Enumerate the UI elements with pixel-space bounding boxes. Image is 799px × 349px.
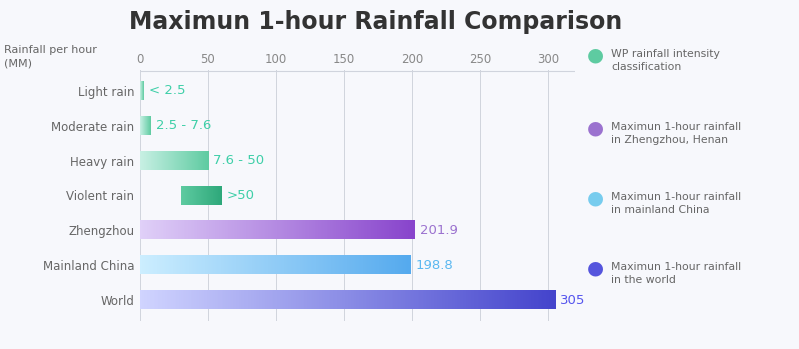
Text: ●: ●: [586, 45, 604, 64]
Text: < 2.5: < 2.5: [149, 84, 185, 97]
Text: 198.8: 198.8: [415, 259, 454, 272]
Text: ●: ●: [586, 258, 604, 277]
Text: 201.9: 201.9: [420, 224, 458, 237]
Text: 2.5 - 7.6: 2.5 - 7.6: [156, 119, 211, 132]
Text: Maximun 1-hour rainfall
in mainland China: Maximun 1-hour rainfall in mainland Chin…: [611, 192, 741, 215]
Text: WP rainfall intensity
classification: WP rainfall intensity classification: [611, 49, 720, 72]
Text: >50: >50: [227, 189, 255, 202]
Text: ●: ●: [586, 119, 604, 138]
Text: Maximun 1-hour rainfall
in Zhengzhou, Henan: Maximun 1-hour rainfall in Zhengzhou, He…: [611, 122, 741, 145]
Text: 7.6 - 50: 7.6 - 50: [213, 154, 264, 167]
Text: 305: 305: [560, 294, 586, 307]
Text: Maximun 1-hour rainfall
in the world: Maximun 1-hour rainfall in the world: [611, 262, 741, 285]
Text: Maximun 1-hour Rainfall Comparison: Maximun 1-hour Rainfall Comparison: [129, 10, 622, 35]
Text: ●: ●: [586, 188, 604, 207]
Text: Rainfall per hour
(MM): Rainfall per hour (MM): [4, 45, 97, 68]
